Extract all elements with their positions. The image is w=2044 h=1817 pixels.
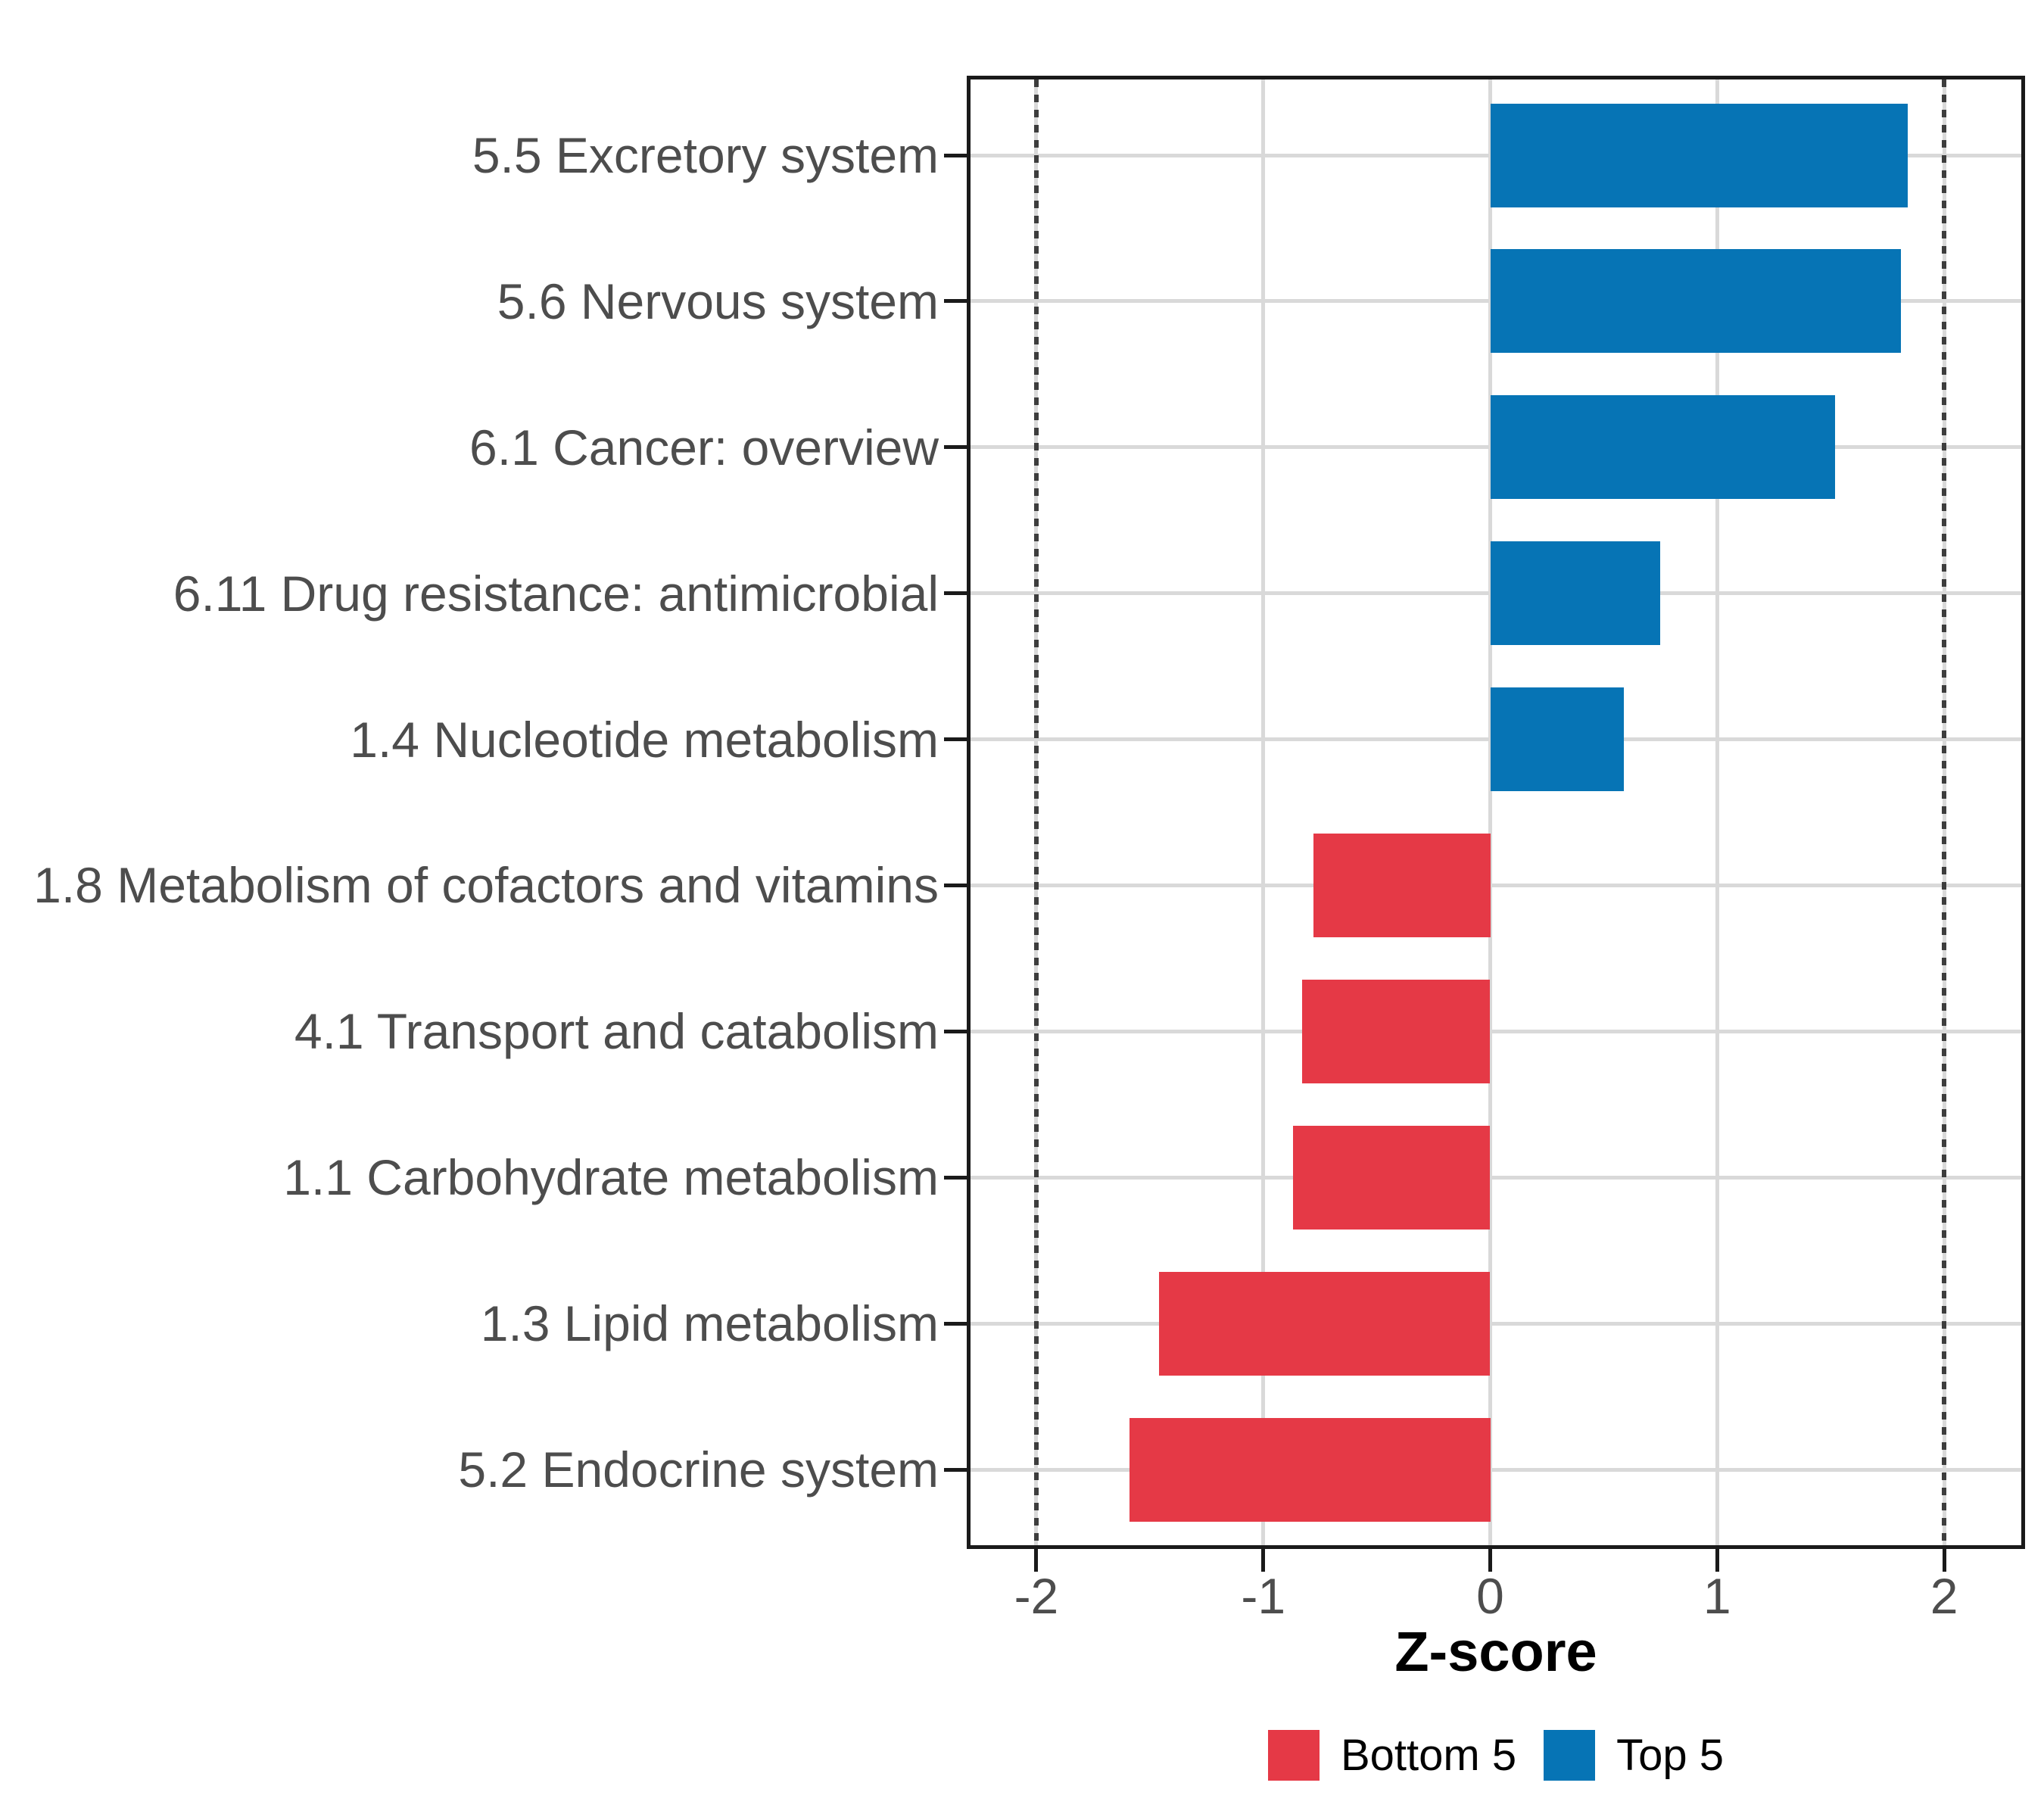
bar (1490, 541, 1661, 646)
x-axis-tick (1715, 1549, 1719, 1572)
category-label: 4.1 Transport and catabolism (294, 1003, 939, 1060)
y-axis-tick (944, 153, 967, 157)
legend-item-top5: Top 5 (1544, 1729, 1724, 1781)
x-tick-label: -1 (1241, 1568, 1286, 1624)
category-label: 1.1 Carbohydrate metabolism (283, 1149, 939, 1206)
grid-line-horizontal (971, 1467, 2021, 1472)
legend-key-bottom5 (1267, 1729, 1320, 1781)
grid-line-horizontal (971, 1321, 2021, 1326)
x-axis-tick (1942, 1549, 1946, 1572)
bar (1490, 687, 1625, 792)
grid-line-vertical (1488, 79, 1492, 1545)
category-label: 5.5 Excretory system (472, 127, 939, 183)
category-label: 1.4 Nucleotide metabolism (350, 711, 939, 768)
plot-panel (967, 76, 2025, 1549)
bar (1301, 979, 1491, 1083)
bar (1490, 395, 1836, 500)
y-axis-tick (944, 1467, 967, 1472)
y-axis-tick (944, 1029, 967, 1033)
y-axis-tick (944, 591, 967, 596)
legend-label-top5: Top 5 (1616, 1730, 1724, 1780)
x-axis-tick (1488, 1549, 1492, 1572)
x-axis-tick (1034, 1549, 1039, 1572)
grid-line-horizontal (971, 1175, 2021, 1180)
category-label: 6.1 Cancer: overview (469, 419, 939, 475)
x-tick-label: 1 (1703, 1568, 1731, 1624)
reference-line (1942, 79, 1947, 1545)
y-axis-tick (944, 445, 967, 450)
y-axis-tick (944, 1321, 967, 1326)
bar (1129, 1417, 1491, 1522)
legend-key-top5 (1544, 1729, 1596, 1781)
grid-line-vertical (1715, 79, 1719, 1545)
category-label: 5.2 Endocrine system (458, 1441, 939, 1498)
category-label: 5.6 Nervous system (497, 273, 939, 329)
bar (1158, 1271, 1491, 1376)
grid-line-vertical (1261, 79, 1266, 1545)
y-axis-tick (944, 299, 967, 304)
y-axis-tick (944, 737, 967, 742)
x-tick-label: 2 (1930, 1568, 1958, 1624)
grid-line-horizontal (971, 1029, 2021, 1033)
category-label: 1.3 Lipid metabolism (480, 1295, 939, 1352)
bar (1490, 103, 1908, 207)
x-tick-label: 0 (1476, 1568, 1504, 1624)
legend: Bottom 5 Top 5 (967, 1725, 2025, 1785)
reference-line (1033, 79, 1039, 1545)
x-axis-title: Z-score (1394, 1620, 1597, 1683)
category-label: 1.8 Metabolism of cofactors and vitamins (33, 857, 939, 914)
legend-item-bottom5: Bottom 5 (1267, 1729, 1517, 1781)
grid-line-horizontal (971, 883, 2021, 887)
category-label: 6.11 Drug resistance: antimicrobial (173, 565, 939, 622)
x-tick-label: -2 (1014, 1568, 1059, 1624)
y-axis-tick (944, 883, 967, 887)
bar (1490, 249, 1902, 354)
y-axis-tick (944, 1175, 967, 1180)
bar (1292, 1125, 1491, 1230)
bar (1313, 833, 1491, 937)
legend-label-bottom5: Bottom 5 (1340, 1730, 1517, 1780)
x-axis-tick (1261, 1549, 1266, 1572)
plot-area (971, 79, 2021, 1545)
